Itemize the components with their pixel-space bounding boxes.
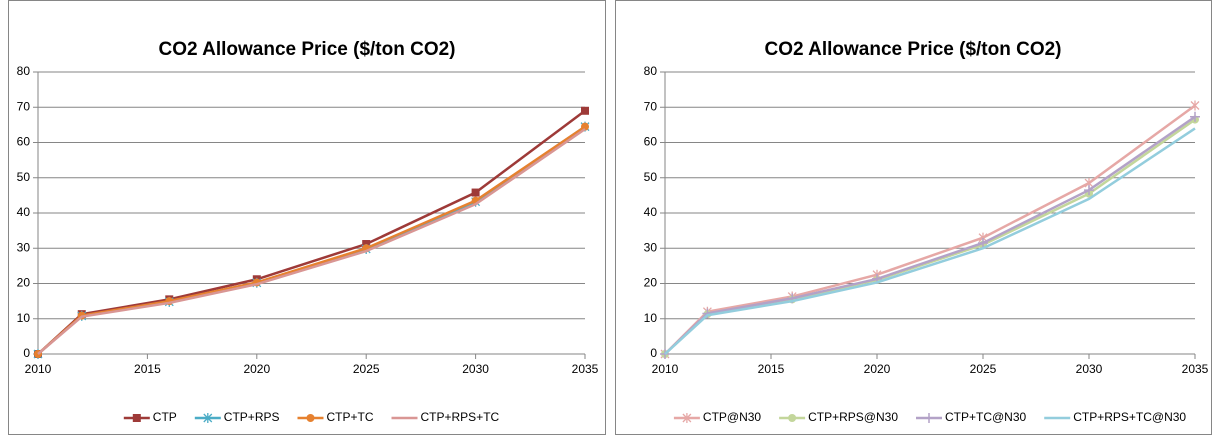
x-tick-label: 2030 — [462, 362, 489, 376]
marker — [1084, 185, 1094, 196]
legend-label: CTP+RPS — [224, 410, 280, 424]
marker — [1190, 111, 1200, 122]
y-tick-label: 40 — [644, 205, 658, 219]
y-tick-label: 30 — [644, 240, 658, 254]
x-tick-label: 2035 — [1182, 362, 1209, 376]
legend: CTP CTP+RPS CTP+TC CTP+RPS+TC — [123, 410, 500, 424]
legend-label: CTP+TC@N30 — [945, 410, 1027, 424]
x-tick-label: 2020 — [243, 362, 270, 376]
chart-title: CO2 Allowance Price ($/ton CO2) — [764, 39, 1061, 60]
legend-item: CTP+RPS+TC — [391, 410, 500, 424]
y-tick-label: 70 — [17, 99, 31, 113]
y-tick-label: 30 — [17, 240, 31, 254]
legend-item: CTP — [123, 410, 177, 424]
x-tick-label: 2025 — [970, 362, 997, 376]
marker — [788, 414, 797, 422]
legend-item: CTP+RPS — [194, 410, 280, 424]
y-tick-label: 60 — [17, 135, 31, 149]
y-tick-label: 0 — [650, 346, 657, 360]
legend-item: CTP+TC@N30 — [916, 410, 1027, 424]
legend-label: CTP — [153, 410, 177, 424]
marker — [203, 413, 213, 423]
x-tick-label: 2015 — [758, 362, 785, 376]
y-tick-label: 50 — [644, 170, 658, 184]
marker — [581, 122, 589, 131]
series-line — [37, 128, 586, 355]
y-tick-label: 20 — [644, 276, 658, 290]
marker — [306, 414, 315, 422]
legend-label: CTP+RPS+TC@N30 — [1073, 410, 1186, 424]
x-tick-label: 2030 — [1076, 362, 1103, 376]
y-tick-label: 40 — [17, 205, 31, 219]
legend-label: CTP+TC — [326, 410, 373, 424]
legend-label: CTP@N30 — [703, 410, 762, 424]
y-tick-label: 0 — [23, 346, 30, 360]
chart-frame — [8, 0, 606, 435]
legend-item: CTP+RPS+TC@N30 — [1044, 410, 1186, 424]
marker — [924, 413, 934, 423]
x-tick-label: 2020 — [864, 362, 891, 376]
x-tick-label: 2010 — [652, 362, 679, 376]
marker — [132, 414, 141, 422]
y-tick-label: 80 — [17, 64, 31, 78]
y-tick-label: 10 — [644, 311, 658, 325]
series-line — [664, 127, 1196, 355]
marker — [1190, 100, 1200, 111]
y-tick-label: 80 — [644, 64, 658, 78]
x-tick-label: 2035 — [572, 362, 599, 376]
y-tick-label: 10 — [17, 311, 31, 325]
marker — [978, 237, 988, 248]
y-tick-label: 50 — [17, 170, 31, 184]
legend: CTP@N30 CTP+RPS@N30 CTP+TC@N30 CTP+RPS+TC@N… — [673, 410, 1186, 424]
legend-label: CTP+RPS@N30 — [808, 410, 898, 424]
legend-label: CTP+RPS+TC — [421, 410, 500, 424]
x-tick-label: 2025 — [353, 362, 380, 376]
legend-item: CTP+TC — [297, 410, 374, 424]
y-tick-label: 20 — [17, 276, 31, 290]
x-tick-label: 2010 — [25, 362, 52, 376]
x-tick-label: 2015 — [134, 362, 161, 376]
y-tick-label: 70 — [644, 99, 658, 113]
chart-frame — [615, 0, 1212, 435]
y-tick-label: 60 — [644, 135, 658, 149]
legend-item: CTP@N30 — [673, 410, 762, 424]
marker — [682, 413, 692, 423]
chart-title: CO2 Allowance Price ($/ton CO2) — [158, 39, 455, 60]
legend-item: CTP+RPS@N30 — [779, 410, 898, 424]
marker — [471, 188, 480, 197]
marker — [581, 106, 589, 115]
